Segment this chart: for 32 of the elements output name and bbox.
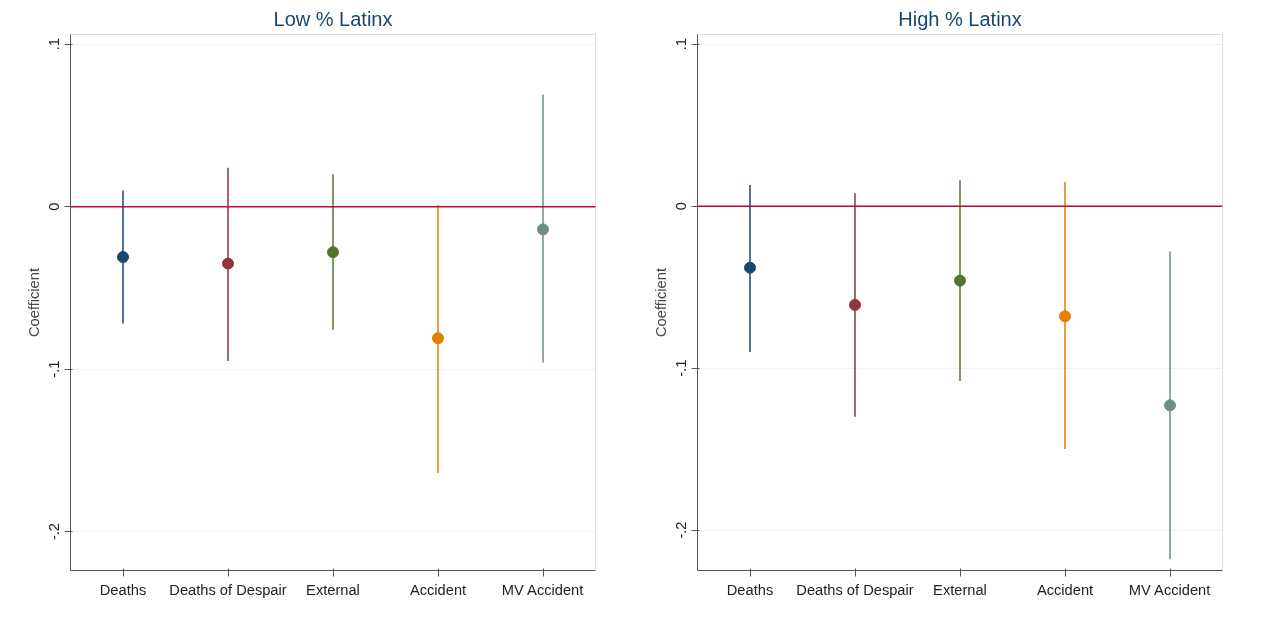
x-tick-label: External <box>306 581 360 598</box>
y-tick-label: 0 <box>46 202 63 211</box>
x-tick-label: External <box>933 581 987 598</box>
x-tick-label: Accident <box>1036 581 1094 598</box>
point <box>222 257 234 270</box>
x-tick-label: Deaths <box>99 581 147 598</box>
chart-title: Low % Latinx <box>273 7 393 30</box>
point <box>117 251 129 264</box>
y-tick-label: -.1 <box>673 359 690 377</box>
y-tick-label: 0 <box>673 202 690 211</box>
y-tick-label: -.1 <box>46 360 63 378</box>
y-tick-label: -.2 <box>46 522 63 541</box>
y-axis-title: Coefficient <box>25 268 42 337</box>
point <box>954 274 966 287</box>
y-tick-label: .1 <box>46 38 63 51</box>
x-tick-label: Deaths of Despair <box>796 581 914 598</box>
x-tick-label: Deaths of Despair <box>169 581 287 598</box>
x-tick-label: MV Accident <box>501 581 584 598</box>
point <box>537 223 549 236</box>
point <box>1164 399 1176 412</box>
y-axis-title: Coefficient <box>652 268 669 337</box>
y-tick-label: -.2 <box>673 521 690 539</box>
x-tick-label: Accident <box>409 581 467 598</box>
point <box>744 261 756 274</box>
point <box>849 298 861 311</box>
chart-title: High % Latinx <box>898 7 1022 30</box>
point <box>327 246 339 259</box>
x-tick-label: MV Accident <box>1128 581 1211 598</box>
point <box>1059 310 1071 323</box>
point <box>432 332 444 345</box>
y-tick-label: .1 <box>673 38 690 51</box>
x-tick-label: Deaths <box>726 581 774 598</box>
